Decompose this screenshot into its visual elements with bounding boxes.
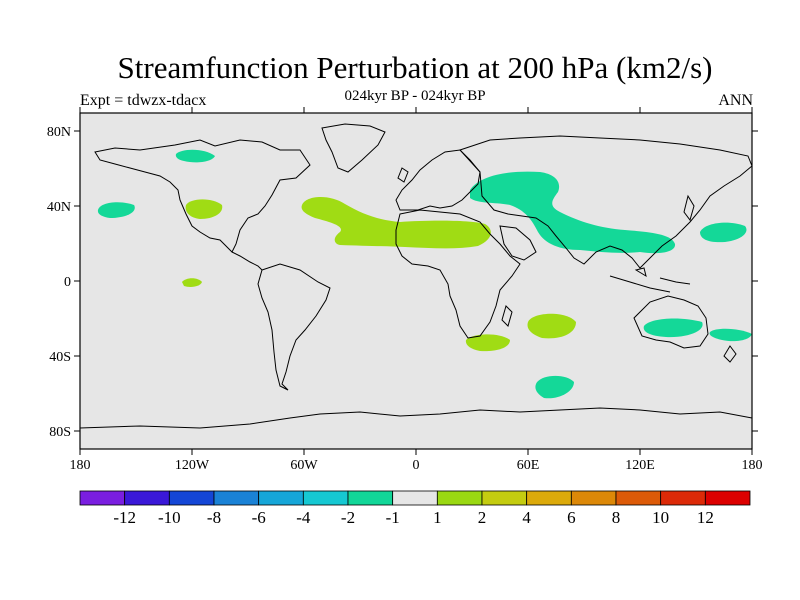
coastline-asia [459, 135, 753, 269]
coastline-africa [395, 209, 521, 339]
anomaly-negative-australia [643, 318, 703, 338]
colorbar-swatch [481, 490, 528, 506]
colorbar: -12 -10 -8 -6 -4 -2 -1 1 2 4 6 8 10 12 [79, 490, 751, 527]
colorbar-label: -12 [113, 508, 136, 527]
lat-tick-label: 80N [47, 125, 71, 140]
coastline-south-america [257, 263, 331, 391]
anomaly-positive-tropical-pacific [182, 278, 202, 287]
colorbar-label: -10 [158, 508, 181, 527]
colorbar-swatch [392, 490, 438, 506]
lon-tick-label: 60E [517, 458, 540, 473]
colorbar-label: 10 [652, 508, 669, 527]
lon-tick-label: 0 [413, 458, 420, 473]
lon-tick-label: 120W [175, 458, 210, 473]
coastline-arabia [499, 225, 537, 261]
colorbar-swatch [124, 490, 170, 506]
anomaly-negative-north-pacific [97, 202, 135, 218]
colorbar-label: -6 [252, 508, 266, 527]
lon-tick-label: 60W [290, 458, 318, 473]
plot-subtitle: 024kyr BP - 024kyr BP [344, 88, 486, 104]
experiment-label: Expt = tdwzx-tdacx [80, 92, 207, 109]
colorbar-label: -8 [207, 508, 221, 527]
anomaly-negative-southwest-pacific [709, 328, 752, 342]
lat-tick-label: 40S [49, 350, 71, 365]
colorbar-label: 2 [478, 508, 487, 527]
lat-tick-label: 0 [64, 275, 71, 290]
anomaly-regions [97, 149, 752, 399]
coastline-japan [683, 194, 695, 222]
colorbar-swatch [258, 490, 304, 506]
colorbar-swatch [570, 490, 617, 506]
coastline-north-america [94, 139, 311, 253]
coastline-central-america [231, 251, 263, 271]
colorbar-swatch [436, 490, 483, 506]
anomaly-positive-south-africa [465, 334, 510, 352]
latitude-axis: 80N 40N 0 40S 80S [47, 125, 758, 440]
coastline-australia [633, 295, 709, 349]
colorbar-swatch [615, 490, 662, 506]
anomaly-positive-indian-ocean [527, 313, 576, 339]
colorbar-label: -2 [341, 508, 355, 527]
coastline-indonesia [609, 267, 691, 293]
lon-tick-label: 180 [742, 458, 763, 473]
anomaly-positive-western-us [185, 199, 223, 219]
colorbar-label: 6 [567, 508, 576, 527]
colorbar-swatch [704, 490, 751, 506]
colorbar-swatch [526, 490, 572, 506]
anomaly-negative-west-pacific [700, 222, 747, 243]
lat-tick-label: 80S [49, 425, 71, 440]
colorbar-label: 1 [433, 508, 442, 527]
colorbar-label: -1 [386, 508, 400, 527]
colorbar-label: 8 [612, 508, 621, 527]
map-background [80, 113, 752, 449]
anomaly-negative-eurasia [470, 171, 676, 254]
coastline-british-isles [397, 167, 409, 183]
colorbar-swatch [79, 490, 126, 506]
colorbar-swatch [213, 490, 260, 506]
coastline-new-zealand [723, 345, 737, 363]
coastlines [79, 123, 753, 429]
anomaly-positive-atlantic-sahara [301, 196, 491, 249]
anomaly-negative-southern-ocean [535, 375, 574, 399]
colorbar-swatch [302, 490, 349, 506]
colorbar-swatch [168, 490, 215, 506]
lon-tick-label: 120E [625, 458, 655, 473]
coastline-madagascar [501, 305, 513, 327]
plot-title: Streamfunction Perturbation at 200 hPa (… [117, 50, 713, 85]
lon-tick-label: 180 [70, 458, 91, 473]
colorbar-swatch [347, 490, 394, 506]
coastline-greenland [321, 123, 386, 173]
coastline-antarctica [79, 407, 753, 429]
colorbar-label: -4 [296, 508, 311, 527]
lat-tick-label: 40N [47, 200, 71, 215]
colorbar-label: 4 [522, 508, 531, 527]
colorbar-label: 12 [697, 508, 714, 527]
longitude-axis: 180 120W 60W 0 60E 120E 180 [70, 107, 763, 473]
season-label: ANN [718, 92, 753, 109]
anomaly-negative-canada [175, 149, 215, 163]
colorbar-swatch [660, 490, 706, 506]
